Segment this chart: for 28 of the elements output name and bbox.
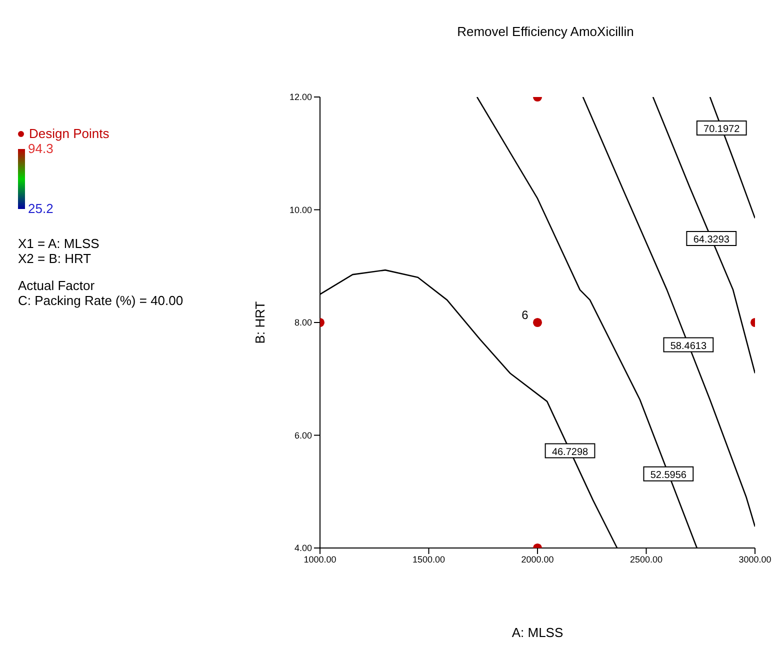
series-label: 64.3293 [693, 234, 730, 246]
text: C: Packing Rate (%) = 40.00 [18, 293, 184, 308]
chart-title: Removel Efficiency AmoXicillin [456, 24, 635, 39]
x-tick-label: 2000.00 [521, 554, 554, 564]
series-label: 58.4613 [670, 340, 707, 352]
series-label: 70.1972 [704, 124, 740, 136]
point [532, 318, 542, 328]
color-bar-label: 94.3 [28, 141, 54, 157]
x-tick-label: 1000.00 [304, 554, 336, 564]
series-label: 52.5956 [650, 470, 687, 481]
text: X2 = B: HRT [18, 251, 92, 266]
y-tick-label: 4.00 [294, 543, 312, 554]
annotation: 6 [522, 308, 529, 322]
y-tick-label: 8.00 [294, 318, 312, 328]
color-bar-label: 25.2 [28, 201, 54, 217]
y-tick-label: 10.00 [289, 204, 312, 215]
y-tick-label: 12.00 [289, 92, 312, 102]
x-tick-label: 3000.00 [738, 554, 772, 564]
line-series [652, 97, 755, 374]
series-label: 46.7298 [552, 446, 589, 458]
legend-label: Design Points [28, 126, 110, 141]
text: X1 = A: MLSS [18, 236, 100, 251]
x-tick-label: 1500.00 [412, 554, 446, 564]
x-tick-label: 2500.00 [630, 554, 663, 564]
text: Actual Factor [18, 278, 96, 293]
y-axis-title: B: HRT [252, 301, 268, 344]
x-axis-title: A: MLSS [512, 625, 564, 640]
y-tick-label: 6.00 [294, 430, 312, 440]
